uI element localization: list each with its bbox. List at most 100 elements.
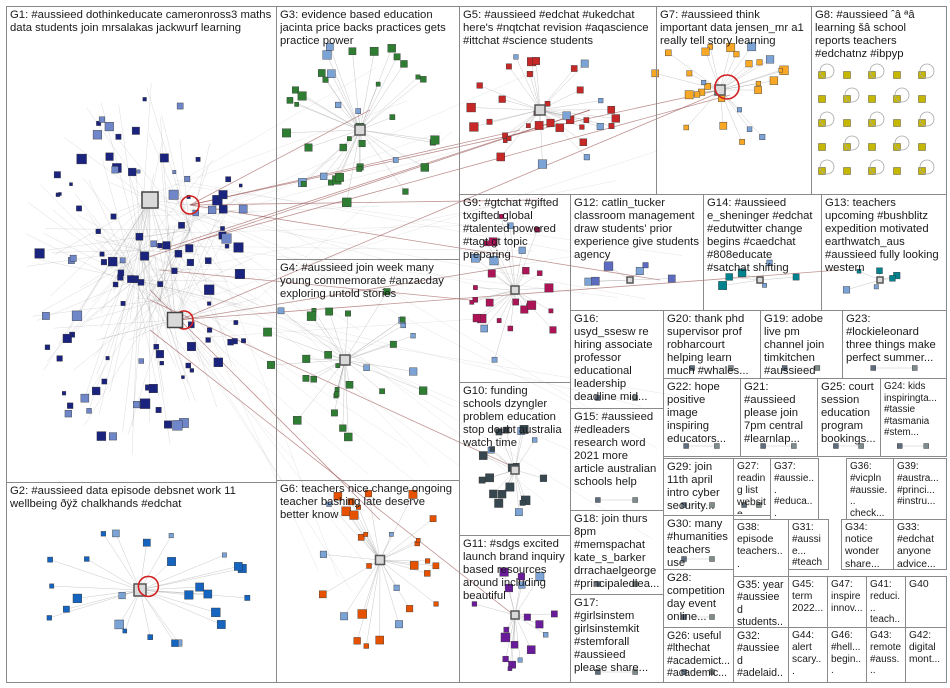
network-node <box>335 101 342 109</box>
edge <box>73 299 161 370</box>
group-label-g31: G31: #aussie... #teache... needs... <box>792 522 823 568</box>
network-node <box>507 222 514 229</box>
edge <box>539 109 588 158</box>
group-label-g46: G46: #hell... begin... <box>831 630 863 677</box>
network-node <box>324 351 332 359</box>
self-loop-edge <box>869 159 885 175</box>
group-panel-g7: G7: #aussieed think important data jense… <box>656 6 812 195</box>
inter-group-edge <box>189 109 371 206</box>
network-node <box>186 258 194 267</box>
network-node <box>527 300 537 310</box>
network-node <box>843 119 851 127</box>
network-node <box>171 267 178 274</box>
inter-group-edge <box>175 200 609 423</box>
network-node <box>56 355 63 362</box>
group-label-g33: G33: #edchat anyone advice... <box>897 522 937 568</box>
network-node <box>488 237 498 247</box>
group-panel-g5: G5: #aussieed #edchat #ukedchat here's #… <box>459 6 657 195</box>
network-node <box>212 195 223 206</box>
edge <box>139 542 148 591</box>
edge <box>52 209 136 281</box>
network-node <box>544 100 551 107</box>
edge <box>686 89 721 128</box>
network-node <box>756 276 764 284</box>
edge <box>139 554 225 591</box>
network-node <box>870 365 876 371</box>
edge <box>379 543 418 561</box>
edge <box>97 231 161 301</box>
network-node <box>498 490 507 499</box>
network-node <box>923 443 929 449</box>
network-node <box>133 401 141 409</box>
group-panel-g44: G44: alert scary... <box>788 627 828 683</box>
network-node <box>395 620 403 629</box>
edge <box>514 289 554 331</box>
network-node <box>489 256 499 266</box>
network-node <box>536 270 543 276</box>
edge <box>514 613 555 616</box>
network-node <box>781 365 788 371</box>
network-node <box>760 443 766 449</box>
group-panel-g19: G19: adobe live pm channel join timkitch… <box>760 310 843 379</box>
network-node <box>518 246 526 254</box>
network-node <box>339 143 347 152</box>
edge <box>46 249 141 362</box>
network-node <box>357 534 365 541</box>
edge <box>344 344 394 361</box>
network-node <box>300 180 307 187</box>
group-panel-g32: G32: #aussieed #adelaid... <box>733 627 789 683</box>
edge <box>139 535 172 591</box>
network-node <box>893 95 901 103</box>
edge <box>359 129 425 168</box>
network-node <box>432 562 440 570</box>
network-node <box>357 609 367 619</box>
group-label-g27: G27: reading list website features... <box>737 461 766 514</box>
inter-group-edge <box>145 206 380 217</box>
edge <box>379 559 436 567</box>
network-node <box>626 276 634 284</box>
edge <box>494 289 516 360</box>
edge <box>539 109 543 165</box>
edge <box>27 202 136 281</box>
edge <box>305 359 346 379</box>
network-node <box>76 205 82 212</box>
edge <box>595 279 631 282</box>
edge <box>100 249 141 328</box>
network-node <box>526 71 533 78</box>
edge <box>149 199 225 230</box>
network-node <box>519 499 526 506</box>
network-node <box>211 607 221 618</box>
inter-group-edge <box>193 288 634 478</box>
edge <box>362 559 381 615</box>
network-node <box>707 44 713 50</box>
group-panel-g23: G23: #lockieleonard three things make pe… <box>842 310 947 379</box>
edge <box>359 84 379 131</box>
network-node <box>204 284 215 295</box>
network-node <box>207 301 212 306</box>
network-node <box>701 47 710 56</box>
network-node <box>297 91 307 101</box>
network-node <box>205 337 211 343</box>
group-panel-g2: G2: #aussieed data episode debsnet work … <box>6 482 277 683</box>
edge <box>359 76 419 131</box>
network-node <box>286 97 294 104</box>
network-node <box>583 117 590 123</box>
edge <box>359 129 433 143</box>
group-panel-g21: G21: #aussieed please join 7pm central #… <box>740 378 818 457</box>
network-node <box>897 443 903 449</box>
network-node <box>429 515 437 522</box>
group-label-g30: G30: many #humanities teachers use #desi… <box>667 518 728 568</box>
group-label-g44: G44: alert scary... <box>792 630 822 677</box>
network-node <box>580 59 589 68</box>
edge <box>379 559 400 625</box>
network-node <box>369 47 379 56</box>
network-node <box>108 256 118 267</box>
edge <box>529 73 541 111</box>
edge <box>84 299 161 426</box>
network-node <box>424 570 431 577</box>
edge <box>729 276 761 281</box>
network-node <box>101 378 108 385</box>
group-label-g16: G16: usyd_ssesw re hiring associate prof… <box>574 313 656 403</box>
network-node <box>420 163 430 172</box>
network-node <box>174 249 183 258</box>
